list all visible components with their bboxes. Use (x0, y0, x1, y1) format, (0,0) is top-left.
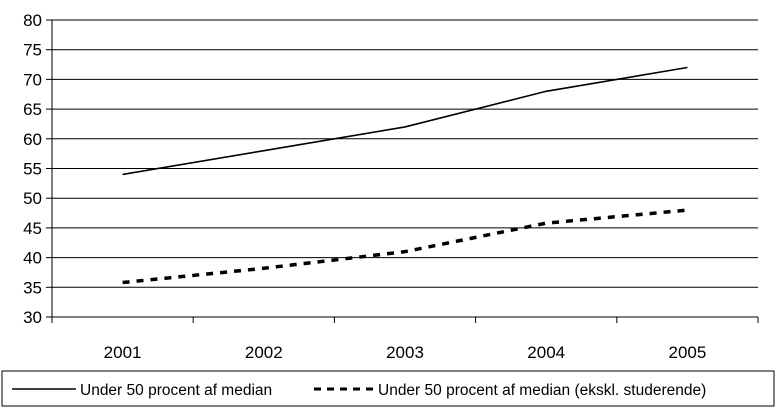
y-tick-labels: 30 35 40 45 50 55 60 65 70 75 80 (23, 11, 42, 327)
series-line-1 (122, 66, 688, 176)
legend-label-series-1: Under 50 procent af median (80, 382, 272, 399)
legend-box (1, 370, 775, 407)
legend-label-series-2: Under 50 procent af median (ekskl. stude… (378, 382, 706, 399)
series-line-2 (122, 208, 688, 285)
y-tick-label: 55 (23, 160, 42, 179)
x-tick-labels: 2001 2002 2003 2004 2005 (104, 343, 707, 362)
y-tick-label: 65 (23, 100, 42, 119)
x-tick-label: 2004 (527, 343, 565, 362)
y-tick-label: 80 (23, 11, 42, 30)
x-tick-label: 2005 (668, 343, 706, 362)
y-tick-label: 70 (23, 70, 42, 89)
y-tick-label: 50 (23, 189, 42, 208)
y-tick-label: 45 (23, 219, 42, 238)
axes (51, 20, 758, 318)
y-tick-label: 75 (23, 41, 42, 60)
y-tick-label: 30 (23, 308, 42, 327)
x-tick-label: 2001 (104, 343, 142, 362)
gridlines (46, 19, 759, 323)
y-tick-label: 60 (23, 130, 42, 149)
y-tick-label: 35 (23, 278, 42, 297)
legend: Under 50 procent af median Under 50 proc… (1, 370, 775, 407)
x-tick-label: 2002 (245, 343, 283, 362)
y-tick-label: 40 (23, 249, 42, 268)
x-tick-label: 2003 (386, 343, 424, 362)
series-lines (122, 66, 688, 285)
